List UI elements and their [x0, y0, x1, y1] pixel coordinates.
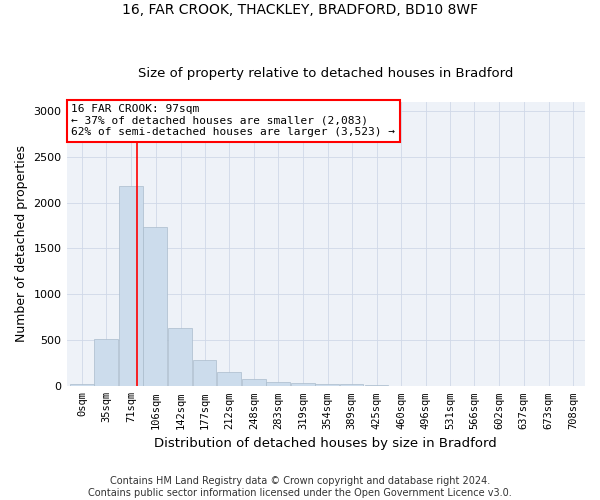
Text: Contains HM Land Registry data © Crown copyright and database right 2024.
Contai: Contains HM Land Registry data © Crown c…	[88, 476, 512, 498]
Bar	[70, 384, 94, 386]
Bar	[119, 186, 143, 386]
Bar	[94, 338, 118, 386]
Text: 16, FAR CROOK, THACKLEY, BRADFORD, BD10 8WF: 16, FAR CROOK, THACKLEY, BRADFORD, BD10 …	[122, 2, 478, 16]
Bar	[316, 384, 339, 386]
Bar	[217, 372, 241, 386]
Bar	[193, 360, 217, 386]
Bar	[169, 328, 192, 386]
Bar	[266, 382, 290, 386]
Bar	[291, 383, 315, 386]
Bar	[365, 385, 388, 386]
Bar	[340, 384, 364, 386]
Y-axis label: Number of detached properties: Number of detached properties	[15, 146, 28, 342]
Text: 16 FAR CROOK: 97sqm
← 37% of detached houses are smaller (2,083)
62% of semi-det: 16 FAR CROOK: 97sqm ← 37% of detached ho…	[71, 104, 395, 138]
Title: Size of property relative to detached houses in Bradford: Size of property relative to detached ho…	[138, 66, 514, 80]
X-axis label: Distribution of detached houses by size in Bradford: Distribution of detached houses by size …	[154, 437, 497, 450]
Bar	[143, 228, 167, 386]
Bar	[242, 379, 266, 386]
